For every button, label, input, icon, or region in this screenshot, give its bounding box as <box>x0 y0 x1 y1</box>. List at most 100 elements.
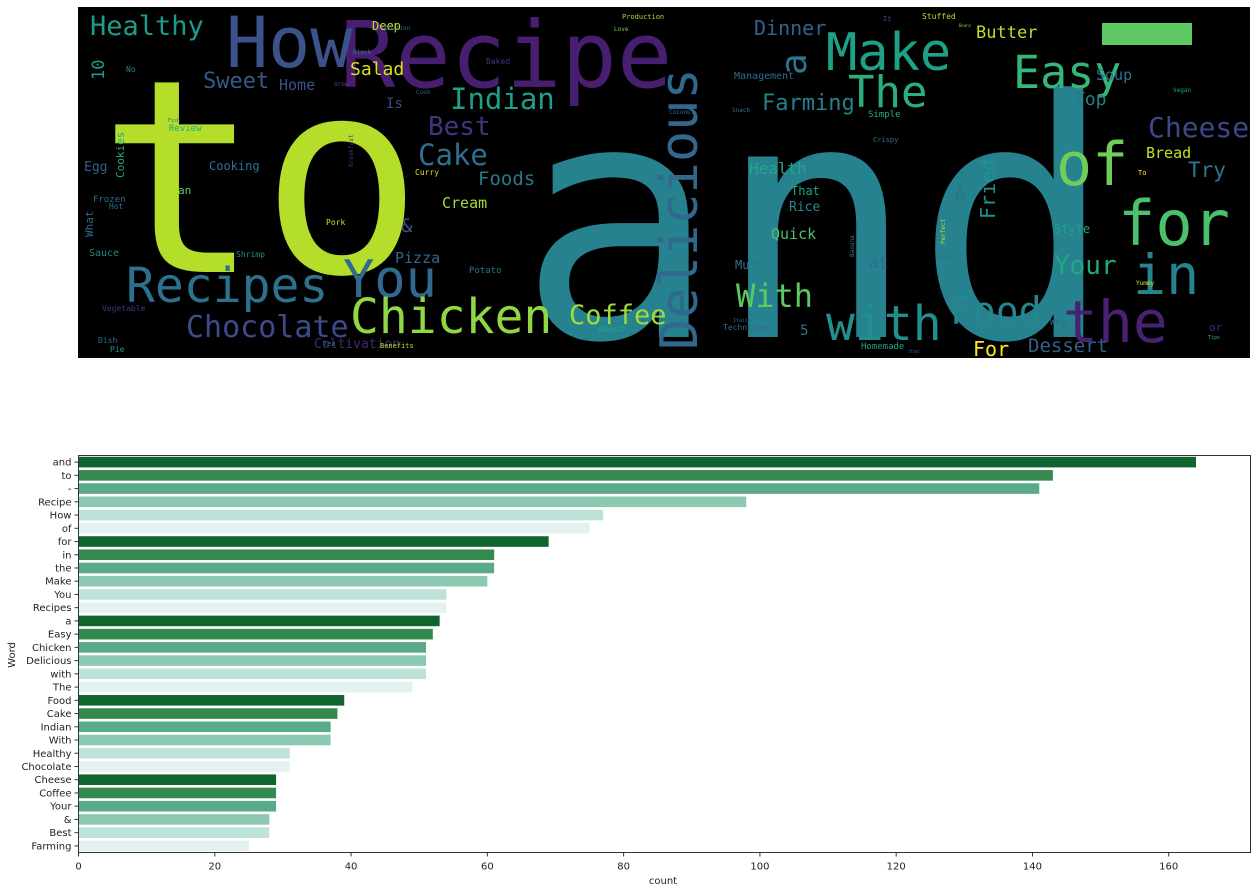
bar-24 <box>78 761 290 772</box>
y-tick-label: The <box>52 683 72 694</box>
cloud-word: Cookies <box>114 132 127 178</box>
y-tick-label: With <box>49 736 72 747</box>
cloud-word: Benefits <box>380 342 414 350</box>
cloud-word: Potato <box>469 266 502 276</box>
x-tick-label: 100 <box>750 862 769 873</box>
y-tick-label: Farming <box>31 841 71 852</box>
y-tick-label: and <box>53 458 72 469</box>
cloud-word: Tips <box>1208 335 1220 341</box>
cloud-word: to <box>98 21 423 336</box>
bar-14 <box>78 628 433 640</box>
cloud-word: What <box>83 211 96 238</box>
bar-26 <box>78 787 277 799</box>
x-axis-label: count <box>649 876 677 887</box>
cloud-word: Tea <box>323 340 336 348</box>
bar-30 <box>78 840 249 852</box>
cloud-word: Frozen <box>93 195 126 205</box>
cloud-word: Pizza <box>395 249 440 267</box>
cloud-word: That <box>791 184 820 198</box>
cloud-word: Best <box>428 112 491 142</box>
cloud-word: and <box>518 31 1114 358</box>
cloud-word: Simple <box>868 110 901 120</box>
y-tick-label: Easy <box>48 630 72 641</box>
cloud-word: Recipes <box>126 258 328 314</box>
y-tick-label: a <box>65 616 71 627</box>
cloud-word: Coconut <box>669 109 695 116</box>
bar-5 <box>78 509 604 521</box>
cloud-word: You <box>343 250 437 310</box>
cloud-word: an <box>178 184 191 197</box>
cloud-word: & <box>401 215 413 237</box>
cloud-word: Deep <box>372 19 401 33</box>
cloud-word: Italian <box>733 318 754 324</box>
y-tick-label: Best <box>49 828 71 839</box>
bar-28 <box>78 814 270 825</box>
cloud-word: Beans <box>959 23 972 28</box>
cloud-word: Dinner <box>754 16 826 40</box>
cloud-word: a <box>774 53 815 75</box>
bar-23 <box>78 747 290 759</box>
cloud-word: with <box>826 296 942 352</box>
cloud-word: Sweet <box>203 69 269 94</box>
bar-19 <box>78 695 345 706</box>
cloud-word: 5 <box>800 323 808 339</box>
word-count-bar-chart: and to - Recipe How of for in the Make You Recipes a… <box>7 455 1251 887</box>
cloud-word: Yummy <box>1136 280 1154 287</box>
x-tick-label: 40 <box>345 862 358 873</box>
cloud-word: Health <box>749 159 807 178</box>
x-tick-label: 80 <box>617 862 630 873</box>
y-tick-label: Chicken <box>32 643 72 654</box>
bar-22 <box>78 734 331 746</box>
cloud-word: Popular <box>935 256 956 262</box>
cloud-word: Hot <box>109 202 124 211</box>
bar-20 <box>78 708 338 719</box>
cloud-word: Homemade <box>861 342 904 352</box>
cloud-word: at <box>869 253 888 272</box>
cloud-word: Salad <box>350 59 404 80</box>
cloud-word: To <box>1138 169 1146 177</box>
cloud-word: No <box>126 65 136 74</box>
cloud-word: Is <box>386 96 403 112</box>
y-tick-label: How <box>50 511 72 522</box>
y-tick-label: Coffee <box>39 788 71 799</box>
cloud-word: in <box>1133 243 1199 307</box>
cloud-word: Cultivation <box>314 337 400 352</box>
bar-10 <box>78 575 488 587</box>
cloud-word: With <box>736 277 813 315</box>
x-ticks: 0 20 40 60 80 100 120 140 160 <box>75 852 1178 873</box>
cloud-word: Review <box>169 124 202 134</box>
y-tick-label: Healthy <box>33 749 72 760</box>
cloud-word: About <box>598 325 625 335</box>
cloud-word: 10 <box>89 60 109 80</box>
cloud-word: Cheese <box>1148 111 1249 144</box>
x-tick-label: 60 <box>481 862 494 873</box>
cloud-word: that <box>908 349 920 355</box>
y-tick-label: Indian <box>41 722 72 733</box>
cloud-word: of <box>1056 130 1128 200</box>
y-axis-label: Word <box>7 642 18 668</box>
cloud-word: Make <box>826 23 951 83</box>
bar-2 <box>78 470 1053 481</box>
cloud-word: Coffee <box>569 300 667 331</box>
cloud-word: Recipe <box>340 7 672 109</box>
cloud-word: Soup <box>1096 66 1132 84</box>
bar-16 <box>78 655 427 666</box>
cloud-word: Dish <box>98 336 117 345</box>
cloud-word: Black <box>353 49 371 56</box>
cloud-word: Baked <box>486 57 510 66</box>
x-tick-label: 160 <box>1159 862 1178 873</box>
bar-1 <box>78 456 1196 468</box>
cloud-word: Chicken <box>350 289 552 345</box>
cloud-word: Dessert <box>1028 335 1108 357</box>
cloud-word: Pie <box>110 345 125 354</box>
y-tick-labels: and to - Recipe How of for in the Make You Recipes a… <box>21 458 79 852</box>
bar-17 <box>78 668 427 680</box>
bar-25 <box>78 774 277 786</box>
cloud-word: Banana <box>849 235 856 257</box>
y-tick-label: in <box>62 550 71 561</box>
bar-8 <box>78 549 495 561</box>
cloud-word: Snack <box>732 107 750 114</box>
cloud-word-dash <box>1102 23 1192 45</box>
y-tick-label: with <box>50 669 71 680</box>
cloud-word: Butter <box>976 23 1037 43</box>
